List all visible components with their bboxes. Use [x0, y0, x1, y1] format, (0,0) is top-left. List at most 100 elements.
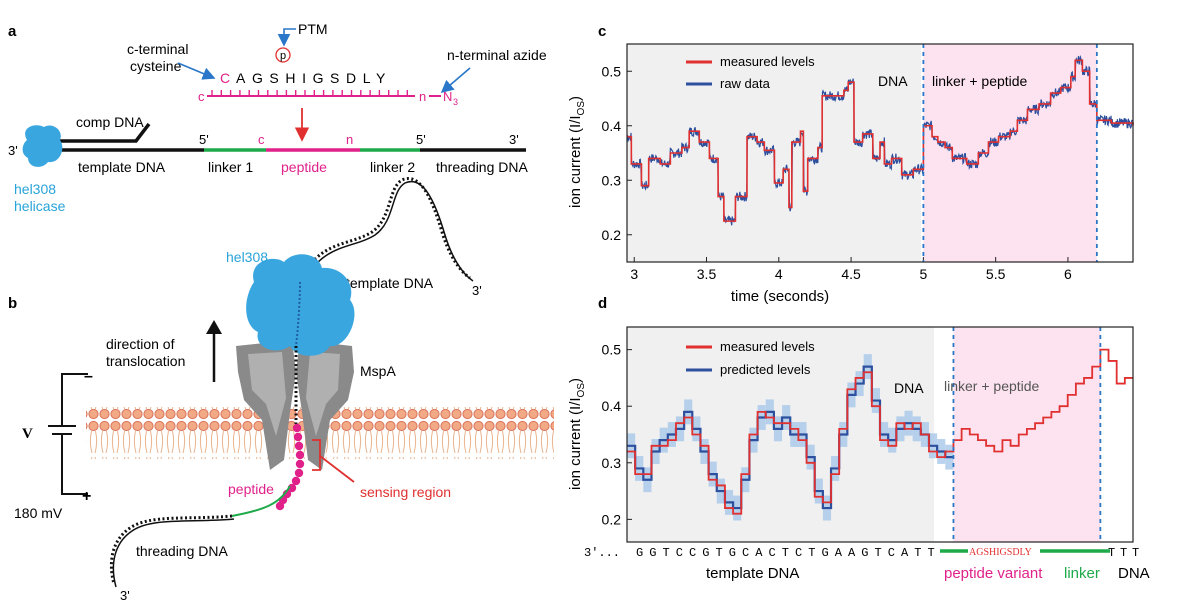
- d-seq-letter: A: [848, 546, 856, 560]
- d-legend-measured: measured levels: [720, 339, 815, 354]
- direction-label-2: translocation: [106, 353, 185, 369]
- d-linker-label: linker: [1064, 565, 1100, 582]
- azide-label: n-terminal azide: [447, 47, 547, 63]
- d-seq-letter: T: [808, 546, 815, 560]
- panel-a: a PTM p c-terminal cysteine n-terminal a…: [8, 21, 547, 214]
- comp-dna-label: comp DNA: [76, 114, 144, 130]
- c-plot-frame: [626, 43, 1134, 263]
- d-seq-letter: G: [729, 546, 736, 560]
- chart-d-plot: 0.2 0.3 0.4 0.5: [602, 327, 1133, 542]
- panel-b: b template DNA 3' MspA hel308 sensing re…: [8, 177, 554, 603]
- voltage-symbol: V: [22, 426, 33, 442]
- d-peptide-variant-seq: AGSHIGSDLY: [969, 547, 1032, 558]
- d-plot-frame: [626, 326, 1134, 543]
- c-xtick-label: 5.5: [986, 266, 1006, 282]
- cysteine-label: cysteine: [130, 58, 182, 74]
- c-legend-raw: raw data: [720, 76, 771, 91]
- template-dna-curve: [298, 177, 471, 283]
- plus-sign: +: [82, 488, 91, 505]
- backbone-ticks: [211, 90, 408, 96]
- template-dna-label-a: template DNA: [78, 159, 166, 175]
- d-linker-peptide-label: linker + peptide: [944, 378, 1040, 394]
- c-xtick-label: 4.5: [841, 266, 861, 282]
- threading-dna-label-b: threading DNA: [136, 543, 228, 559]
- mspa-left-shade: [248, 352, 286, 436]
- c-xtick-label: 3: [630, 266, 638, 282]
- d-peptide-variant-label: peptide variant: [944, 565, 1043, 582]
- ptm-arrow: [277, 28, 296, 47]
- peptide-bead: [293, 432, 303, 442]
- peptide-bead: [295, 450, 305, 460]
- template-dna-label-b: template DNA: [346, 275, 434, 291]
- threading-dna-backbone: [112, 518, 235, 588]
- d-seq-letter: C: [742, 546, 749, 560]
- peptide-label-a: peptide: [281, 159, 327, 175]
- peptide-bead: [287, 483, 297, 493]
- c-xtick-label: 6: [1064, 266, 1072, 282]
- d-seq-letter: A: [755, 546, 763, 560]
- d-seq-letter: T: [782, 546, 789, 560]
- direction-label-1: direction of: [106, 336, 175, 352]
- panel-label-d: d: [598, 295, 607, 312]
- prime3-left: 3': [8, 143, 18, 158]
- comp-dna-strand: [50, 122, 151, 143]
- d-dna-label: DNA: [894, 380, 924, 396]
- azide-subscript: 3: [453, 97, 458, 107]
- d-seq-letter: C: [689, 546, 696, 560]
- sensing-pointer: [319, 455, 355, 483]
- c-legend-measured: measured levels: [720, 54, 815, 69]
- hel308-helicase-blob: [22, 125, 63, 167]
- helicase-name: hel308: [14, 181, 56, 197]
- panel-label-a: a: [8, 23, 17, 40]
- peptide-sequence: AGSHIGSDLY: [236, 70, 392, 86]
- voltage-value: 180 mV: [14, 505, 63, 521]
- c-xlabel: time (seconds): [731, 288, 829, 305]
- d-seq-letter: G: [822, 546, 829, 560]
- c-ytick-label: 0.3: [602, 172, 622, 188]
- linker1-label: linker 1: [208, 159, 253, 175]
- chain-c-label: c: [198, 89, 205, 104]
- hel308-blob-b: [246, 254, 355, 356]
- linker-to-threading: [231, 485, 291, 517]
- d-seq-letter: T: [875, 546, 882, 560]
- ptm-label: PTM: [298, 21, 328, 37]
- mspa-right-shade: [306, 352, 340, 436]
- d-seq-letter: T: [928, 546, 935, 560]
- prime5-a: 5': [199, 132, 209, 147]
- c-measured-levels-line: [627, 59, 1134, 222]
- peptide-bead: [292, 423, 302, 433]
- peptide-bead: [275, 501, 285, 511]
- strand-n-label: n: [346, 132, 353, 147]
- d-seq-letter: C: [795, 546, 802, 560]
- panel-label-b: b: [8, 295, 17, 312]
- d-seq-prefix: 3'...: [584, 546, 620, 560]
- c-xtick-label: 3.5: [697, 266, 717, 282]
- linker2-label: linker 2: [370, 159, 415, 175]
- phospho-circle: [275, 47, 291, 63]
- direction-arrow-head: [206, 320, 222, 334]
- cysteine-arrow: [177, 62, 216, 80]
- hel308-label-b: hel308: [226, 249, 268, 265]
- c-ylabel: ion current (I/IOS): [567, 96, 587, 208]
- peptide-bead: [294, 441, 304, 451]
- c-terminal-label: c-terminal: [127, 41, 188, 57]
- azide-arrow: [440, 67, 471, 94]
- azide-symbol: N: [443, 89, 452, 104]
- peptide-bead: [291, 476, 301, 486]
- d-seq-letter: T: [716, 546, 723, 560]
- d-seq-suffix-letter: T: [1108, 546, 1115, 560]
- d-seq-letter: G: [702, 546, 709, 560]
- d-ytick-label: 0.2: [602, 511, 622, 527]
- d-seq-letter: C: [769, 546, 776, 560]
- c-ytick-label: 0.5: [602, 63, 622, 79]
- d-seq-letter: G: [649, 546, 656, 560]
- sensing-region-label: sensing region: [360, 484, 451, 500]
- c-ytick-label: 0.2: [602, 227, 622, 243]
- peptide-label-b: peptide: [228, 481, 274, 497]
- c-dna-label: DNA: [878, 73, 908, 89]
- c-xtick-label: 4: [775, 266, 783, 282]
- voltage-circuit: [48, 373, 88, 495]
- d-ytick-label: 0.3: [602, 455, 622, 471]
- dna-through-helicase: [295, 281, 301, 347]
